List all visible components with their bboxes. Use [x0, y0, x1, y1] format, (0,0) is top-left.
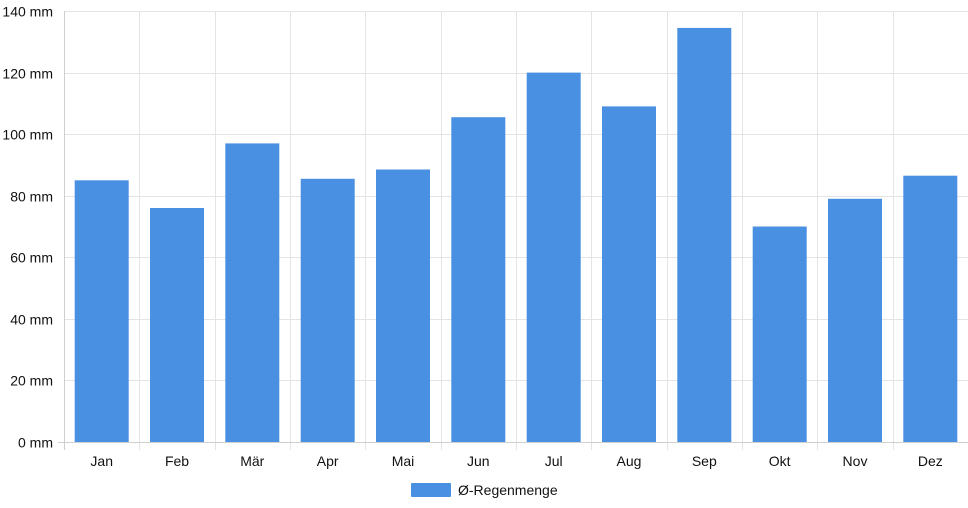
grid	[64, 11, 968, 450]
x-category-label: Mär	[240, 453, 264, 469]
x-axis-categories: Jan Feb Mär Apr Mai Jun Jul Aug Sep Okt Nov Dez	[90, 453, 942, 469]
bar-apr[interactable]	[300, 178, 355, 443]
legend-swatch	[411, 483, 451, 497]
x-category-label: Sep	[692, 453, 717, 469]
y-tick-label: 0 mm	[18, 435, 53, 451]
bar-jun[interactable]	[451, 117, 506, 442]
x-category-label: Aug	[617, 453, 642, 469]
y-tick-label: 120 mm	[2, 66, 53, 82]
y-tick-label: 60 mm	[10, 250, 53, 266]
axes	[58, 11, 968, 450]
x-category-label: Jun	[467, 453, 490, 469]
legend-label: Ø-Regenmenge	[458, 482, 558, 498]
bars	[74, 27, 958, 443]
x-category-label: Jul	[545, 453, 563, 469]
x-category-label: Mai	[392, 453, 415, 469]
bar-nov[interactable]	[828, 198, 882, 442]
bar-dez[interactable]	[903, 175, 958, 442]
y-tick-label: 40 mm	[10, 312, 53, 328]
bar-sep[interactable]	[677, 27, 732, 443]
bar-jul[interactable]	[526, 72, 581, 442]
bar-aug[interactable]	[602, 106, 656, 443]
bar-mär[interactable]	[225, 143, 280, 442]
bar-mai[interactable]	[376, 169, 430, 443]
x-category-label: Okt	[769, 453, 791, 469]
bar-okt[interactable]	[752, 226, 807, 443]
legend[interactable]: Ø-Regenmenge	[411, 482, 558, 498]
y-tick-label: 140 mm	[2, 4, 53, 20]
x-category-label: Apr	[317, 453, 339, 469]
x-category-label: Feb	[165, 453, 189, 469]
x-category-label: Jan	[90, 453, 113, 469]
x-category-label: Nov	[843, 453, 868, 469]
y-tick-label: 100 mm	[2, 127, 53, 143]
bar-feb[interactable]	[150, 208, 204, 442]
bar-jan[interactable]	[74, 180, 129, 443]
y-axis-ticks: 0 mm 20 mm 40 mm 60 mm 80 mm 100 mm 120 mm 140 …	[2, 4, 53, 451]
x-category-label: Dez	[918, 453, 943, 469]
y-tick-label: 20 mm	[10, 373, 53, 389]
y-tick-label: 80 mm	[10, 189, 53, 205]
